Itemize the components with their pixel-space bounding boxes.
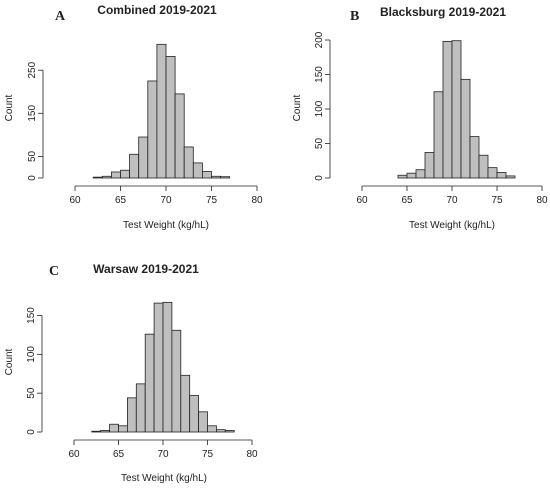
histogram-bar-c: [224, 430, 235, 433]
histogram-bar-c: [109, 423, 119, 433]
histogram-bar-a: [138, 136, 149, 179]
histogram-bar-b: [442, 40, 453, 179]
y-axis-label-c: Count: [4, 348, 15, 375]
x-axis-label-c: Test Weight (kg/hL): [121, 473, 207, 484]
histogram-bar-c: [144, 333, 155, 433]
histogram-bar-c: [135, 383, 146, 433]
x-tick-label-c: 70: [157, 449, 169, 460]
histogram-bar-a: [211, 175, 221, 179]
histogram-bar-b: [415, 169, 426, 179]
histogram-bar-c: [207, 425, 217, 433]
histogram-bar-b: [505, 175, 516, 179]
y-tick-label-b: 200: [314, 31, 325, 48]
histogram-bar-c: [189, 395, 199, 433]
y-axis-label-a: Count: [4, 94, 15, 121]
histogram-bar-a: [111, 171, 121, 179]
histogram-bar-a: [92, 176, 103, 179]
histogram-bar-b: [496, 172, 507, 179]
x-tick-label-b: 80: [536, 195, 548, 206]
panel-c: C Warsaw 2019-2021 Test Weight (kg/hL) C…: [4, 262, 258, 484]
histogram-bar-b: [469, 136, 480, 179]
x-axis-label-b: Test Weight (kg/hL): [409, 220, 495, 231]
y-tick-label-a: 250: [27, 61, 38, 78]
x-tick-label-b: 60: [356, 195, 368, 206]
histogram-bar-a: [147, 80, 158, 179]
histogram-bar-b: [424, 152, 435, 179]
histogram-bar-a: [201, 171, 212, 179]
y-tick-label-c: 0: [26, 429, 37, 435]
x-tick-label-a: 60: [69, 195, 81, 206]
histogram-bar-c: [180, 374, 191, 433]
x-tick-label-c: 60: [68, 449, 80, 460]
histogram-bar-c: [198, 411, 208, 433]
panel-letter-c: C: [49, 264, 59, 279]
histogram-bar-b: [478, 154, 489, 179]
histogram-bar-b: [487, 167, 498, 179]
x-tick-label-b: 70: [446, 195, 458, 206]
histogram-bar-c: [127, 397, 137, 433]
x-tick-label-b: 65: [401, 195, 413, 206]
panel-title-a: Combined 2019-2021: [97, 3, 217, 17]
y-tick-label-a: 0: [27, 175, 38, 181]
x-tick-label-c: 75: [202, 449, 214, 460]
y-tick-label-c: 150: [26, 307, 37, 324]
histogram-bar-b: [451, 40, 462, 179]
histogram-bar-a: [120, 169, 130, 179]
y-tick-label-b: 100: [314, 100, 325, 117]
histogram-bar-c: [171, 329, 182, 433]
histogram-bar-c: [153, 302, 164, 433]
x-axis-label-a: Test Weight (kg/hL): [123, 220, 209, 231]
panel-a: A Combined 2019-2021 Test Weight (kg/hL)…: [4, 3, 263, 231]
y-tick-label-a: 50: [27, 150, 38, 162]
histogram-bar-a: [129, 153, 140, 179]
y-tick-label-b: 150: [314, 66, 325, 83]
histogram-bar-b: [433, 91, 444, 179]
histogram-bar-b: [397, 174, 408, 179]
y-tick-label-c: 50: [26, 387, 37, 399]
y-tick-label-b: 50: [314, 138, 325, 150]
histogram-bar-c: [162, 301, 173, 433]
histogram-bar-b: [460, 78, 471, 179]
panel-letter-a: A: [55, 9, 66, 24]
histogram-bar-a: [220, 176, 231, 179]
x-tick-label-c: 65: [113, 449, 125, 460]
x-tick-label-b: 75: [491, 195, 503, 206]
panel-b: B Blacksburg 2019-2021 Test Weight (kg/h…: [292, 5, 548, 231]
histogram-bar-a: [101, 175, 112, 179]
histogram-bar-a: [183, 146, 194, 179]
histogram-bar-c: [100, 430, 110, 433]
y-axis-label-b: Count: [292, 94, 303, 121]
histogram-bar-a: [174, 93, 185, 179]
x-tick-label-a: 80: [251, 195, 263, 206]
histogram-bar-c: [215, 429, 226, 433]
y-tick-label-b: 0: [314, 175, 325, 181]
panel-letter-b: B: [350, 9, 359, 24]
histogram-bar-a: [165, 55, 176, 179]
histogram-bar-b: [406, 172, 417, 179]
histogram-bar-a: [156, 43, 167, 179]
y-tick-label-c: 100: [26, 346, 37, 363]
x-tick-label-a: 75: [206, 195, 218, 206]
histogram-bar-a: [192, 162, 203, 179]
histogram-bar-c: [91, 430, 102, 433]
y-tick-label-a: 150: [27, 105, 38, 122]
x-tick-label-a: 65: [115, 195, 127, 206]
histogram-bar-c: [118, 425, 128, 433]
x-tick-label-c: 80: [246, 449, 258, 460]
panel-title-c: Warsaw 2019-2021: [93, 262, 199, 276]
x-tick-label-a: 70: [160, 195, 172, 206]
panel-title-b: Blacksburg 2019-2021: [380, 5, 506, 19]
